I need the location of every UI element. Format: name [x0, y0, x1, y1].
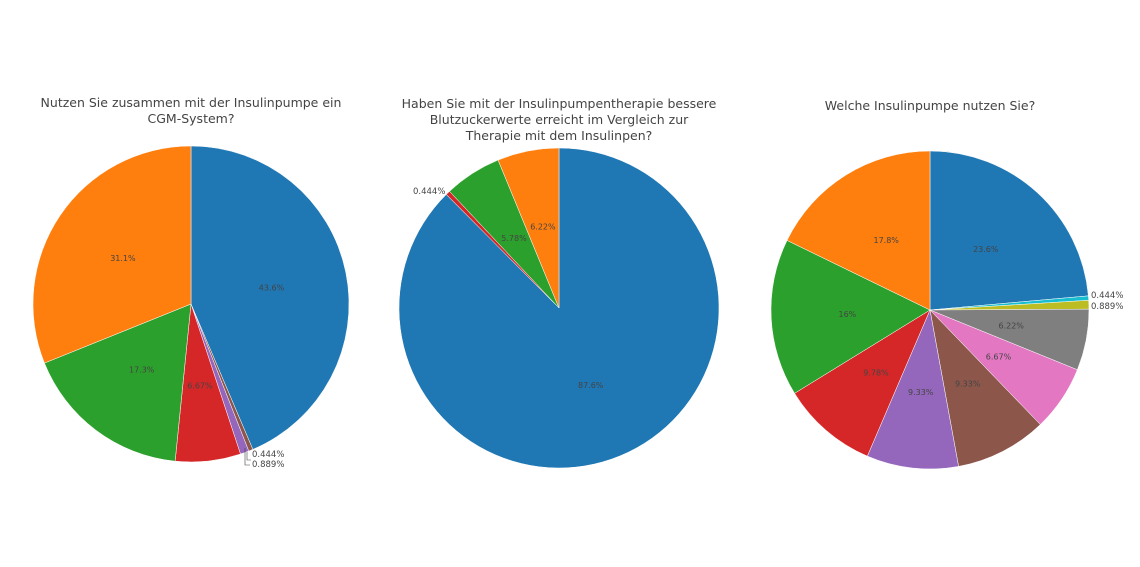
slice-label: 23.6% [973, 245, 999, 254]
slice-label: 0.444% [252, 450, 284, 460]
pie-chart-pump-model: Welche Insulinpumpe nutzen Sie? 23.6% 0.44… [770, 98, 1123, 470]
slice-label: 17.3% [129, 366, 155, 375]
slice-label: 6.22% [530, 222, 556, 231]
slice-label: 5.78% [501, 234, 527, 243]
slice-label: 9.78% [863, 369, 889, 378]
pie-slice [929, 309, 1041, 467]
chart-title-line: Welche Insulinpumpe nutzen Sie? [825, 98, 1035, 113]
pie-slice [497, 147, 560, 309]
label-leader-line [244, 448, 250, 466]
slice-label: 6.22% [998, 322, 1024, 331]
pie-chart-cgm: Nutzen Sie zusammen mit der Insulinpumpe… [32, 95, 350, 470]
pie-slice [786, 150, 931, 311]
slice-label: 0.444% [1091, 291, 1123, 301]
pie-slice [770, 240, 931, 394]
chart-title-line: Therapie mit dem Insulinpen? [465, 128, 653, 143]
slice-label: 16% [839, 310, 857, 319]
label-leader-line [246, 449, 251, 461]
pie-slice [794, 309, 931, 457]
pie-chart-blood-sugar: Haben Sie mit der Insulinpumpentherapie … [398, 96, 720, 469]
chart-title-line: Haben Sie mit der Insulinpumpentherapie … [402, 96, 717, 111]
slice-label: 0.444% [413, 187, 445, 197]
slice-label: 43.6% [259, 284, 285, 293]
slice-label: 0.889% [252, 460, 284, 470]
chart-title-line: Blutzuckerwerte erreicht im Vergleich zu… [430, 112, 689, 127]
slice-label: 6.67% [187, 382, 213, 391]
slice-label: 9.33% [955, 380, 981, 389]
pie-slice [929, 150, 1089, 311]
pie-slice [44, 303, 192, 462]
chart-title-line: CGM-System? [148, 111, 235, 126]
chart-title-line: Nutzen Sie zusammen mit der Insulinpumpe… [41, 95, 342, 110]
slice-label: 87.6% [578, 381, 604, 390]
pie-slice [867, 309, 959, 470]
slice-label: 17.8% [873, 236, 899, 245]
pie-slice [190, 145, 350, 450]
slice-label: 6.67% [986, 352, 1012, 361]
slice-label: 31.1% [110, 254, 136, 263]
slice-label: 9.33% [908, 388, 934, 397]
pie-slice [32, 145, 192, 364]
slice-label: 0.889% [1091, 302, 1123, 312]
